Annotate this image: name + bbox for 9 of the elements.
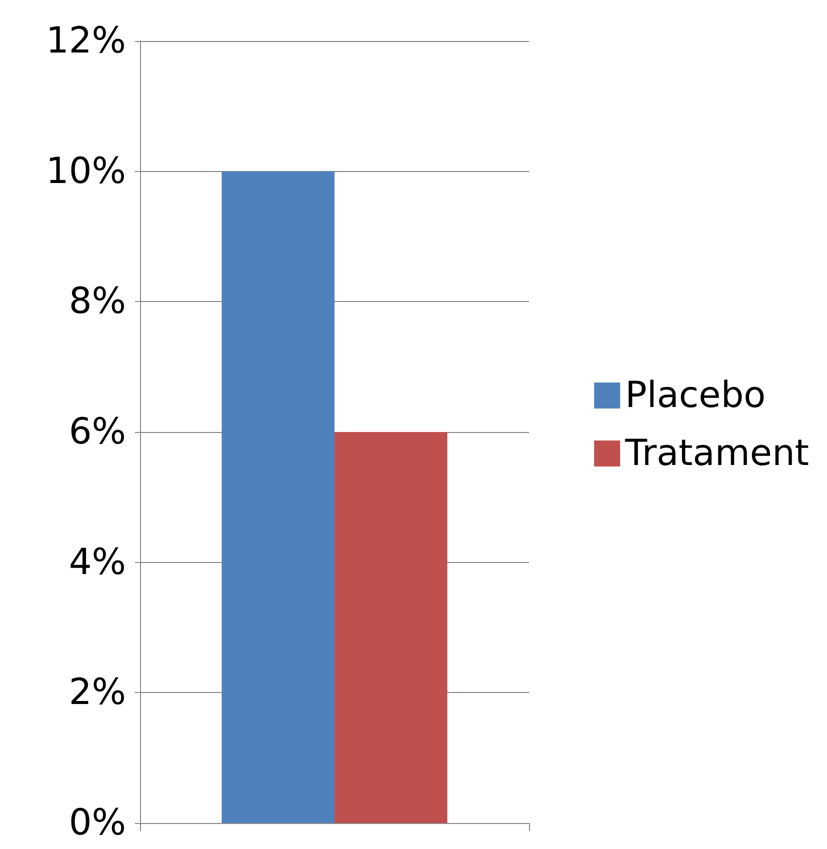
y-tick-label: 0% — [68, 802, 126, 844]
legend-label: Tratament — [624, 433, 810, 474]
y-tick-label: 2% — [68, 672, 126, 714]
y-tick-label: 12% — [46, 20, 126, 62]
y-tick-label: 4% — [68, 542, 126, 583]
y-tick-label: 6% — [68, 412, 126, 452]
y-tick-label: 8% — [68, 281, 126, 322]
y-tick-label: 10% — [46, 150, 126, 192]
legend-label: Placebo — [625, 375, 766, 416]
